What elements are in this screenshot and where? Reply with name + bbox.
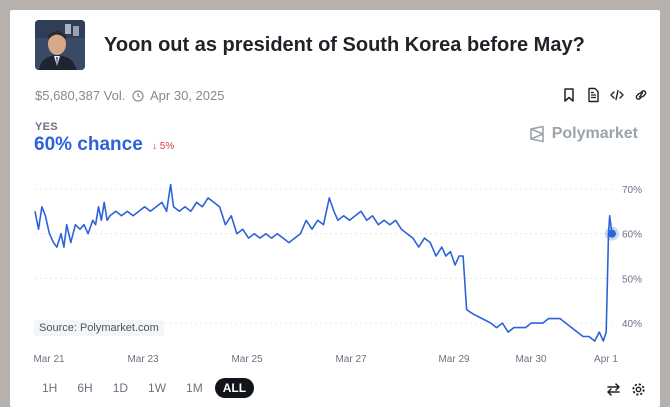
x-tick-label: Mar 29 [438,354,470,365]
x-tick-label: Mar 30 [515,354,547,365]
swap-icon[interactable] [606,382,621,397]
range-tab-1m[interactable]: 1M [186,381,203,395]
y-tick-label: 60% [622,230,642,241]
clock-icon [132,89,144,102]
x-tick-label: Apr 1 [594,354,618,365]
chance-value: 60% chance [34,134,143,155]
x-tick-label: Mar 21 [33,354,65,365]
range-tab-all[interactable]: ALL [214,378,255,398]
range-tab-1d[interactable]: 1D [112,381,129,395]
range-tab-1w[interactable]: 1W [148,381,167,395]
current-point [608,229,616,238]
brand-logo: Polymarket [528,125,638,143]
y-tick-label: 40% [622,319,642,330]
range-tab-6h[interactable]: 6H [77,381,93,395]
price-chart[interactable]: 70% 60% 50% 40% Mar 21 Mar 23 Mar 25 Mar 27 Mar … [10,166,660,371]
end-date: Apr 30, 2025 [132,88,224,103]
market-avatar [35,20,85,70]
change-value: 5% [159,141,175,152]
embed-icon[interactable] [610,87,624,103]
x-tick-label: Mar 23 [127,354,159,365]
time-range-tabs: 1H 6H 1D 1W 1M ALL [34,378,255,398]
market-card: Yoon out as president of South Korea bef… [10,10,660,407]
arrow-down-icon: ↓ [152,141,157,152]
end-date-text: Apr 30, 2025 [150,88,225,103]
change-badge: ↓ 5% [152,141,174,152]
chart-tools [606,382,646,397]
series-line [34,183,613,342]
document-icon[interactable] [586,87,600,103]
settings-icon[interactable] [631,382,646,397]
market-actions [562,87,648,103]
y-tick-label: 50% [622,274,642,285]
x-tick-label: Mar 25 [231,354,263,365]
range-tab-1h[interactable]: 1H [42,381,58,395]
bookmark-icon[interactable] [562,87,576,103]
polymarket-logo-icon [529,125,544,143]
volume-label: $5,680,387 Vol. [35,88,126,103]
outcome-label: YES [35,121,58,133]
y-tick-label: 70% [622,185,642,196]
link-icon[interactable] [634,87,648,103]
market-title: Yoon out as president of South Korea bef… [104,34,585,56]
x-tick-label: Mar 27 [335,354,367,365]
brand-name: Polymarket [551,125,638,142]
source-label: Source: Polymarket.com [34,320,164,336]
portrait-image [35,20,85,70]
